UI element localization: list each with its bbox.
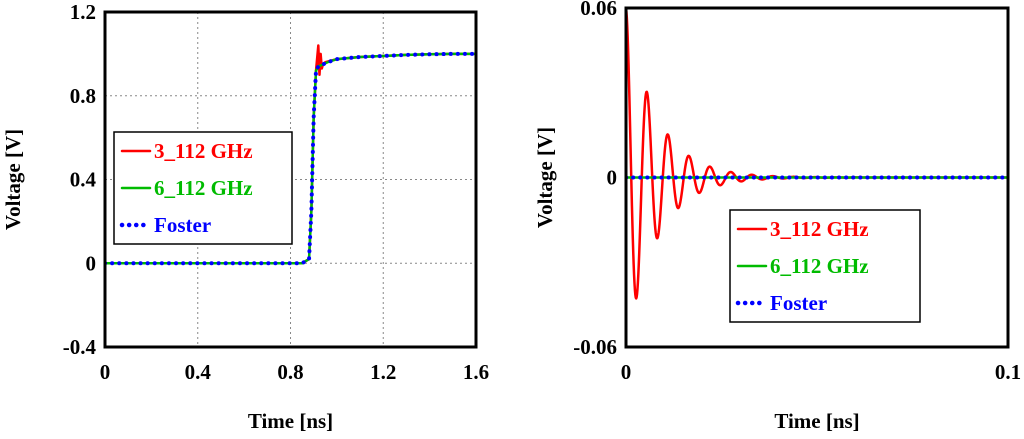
chart-left: 0 0.4 0.8 1.2 1.6 -0.4 0 0.4 0.8 1.2 Tim… bbox=[1, 0, 489, 433]
left-x-tick-4: 1.6 bbox=[463, 360, 489, 384]
right-y-axis-label: Voltage [V] bbox=[533, 127, 557, 228]
right-x-ticks: 0 0.1 bbox=[621, 360, 1021, 384]
right-x-axis-label: Time [ns] bbox=[774, 409, 859, 433]
right-y-ticks: -0.06 0 0.06 bbox=[573, 0, 617, 359]
left-y-ticks: -0.4 0 0.4 0.8 1.2 bbox=[63, 0, 97, 359]
left-x-tick-1: 0.4 bbox=[185, 360, 212, 384]
right-series-lines bbox=[626, 8, 1008, 300]
right-legend: 3_112 GHz 6_112 GHz Foster bbox=[729, 209, 921, 323]
left-y-axis-label: Voltage [V] bbox=[1, 129, 25, 230]
left-y-tick-2: 0.4 bbox=[70, 168, 97, 192]
left-x-ticks: 0 0.4 0.8 1.2 1.6 bbox=[100, 360, 489, 384]
right-x-tick-1: 0.1 bbox=[995, 360, 1021, 384]
left-y-tick-1: 0 bbox=[86, 251, 97, 275]
left-legend-label-foster: Foster bbox=[154, 213, 211, 237]
left-y-tick-3: 0.8 bbox=[70, 84, 96, 108]
right-legend-label-6-112: 6_112 GHz bbox=[770, 254, 869, 278]
left-series-lines bbox=[105, 44, 476, 266]
right-legend-label-foster: Foster bbox=[770, 291, 827, 315]
left-x-tick-0: 0 bbox=[100, 360, 111, 384]
left-legend-label-3-112: 3_112 GHz bbox=[154, 139, 253, 163]
right-x-tick-0: 0 bbox=[621, 360, 632, 384]
right-y-tick-0: -0.06 bbox=[573, 335, 617, 359]
left-x-tick-3: 1.2 bbox=[370, 360, 396, 384]
right-y-tick-2: 0.06 bbox=[580, 0, 617, 20]
chart-right: 0 0.1 -0.06 0 0.06 Time [ns] Voltage [V]… bbox=[533, 0, 1021, 433]
left-x-axis-label: Time [ns] bbox=[248, 409, 333, 433]
left-plot-frame bbox=[103, 10, 478, 349]
left-legend-label-6-112: 6_112 GHz bbox=[154, 176, 253, 200]
right-legend-label-3-112: 3_112 GHz bbox=[770, 217, 869, 241]
left-y-tick-4: 1.2 bbox=[70, 0, 96, 24]
right-y-tick-1: 0 bbox=[607, 166, 618, 190]
left-legend: 3_112 GHz 6_112 GHz Foster bbox=[113, 131, 293, 245]
left-series-foster bbox=[105, 51, 476, 266]
left-x-tick-2: 0.8 bbox=[277, 360, 303, 384]
right-plot-frame bbox=[624, 6, 1010, 349]
left-y-tick-0: -0.4 bbox=[63, 335, 97, 359]
